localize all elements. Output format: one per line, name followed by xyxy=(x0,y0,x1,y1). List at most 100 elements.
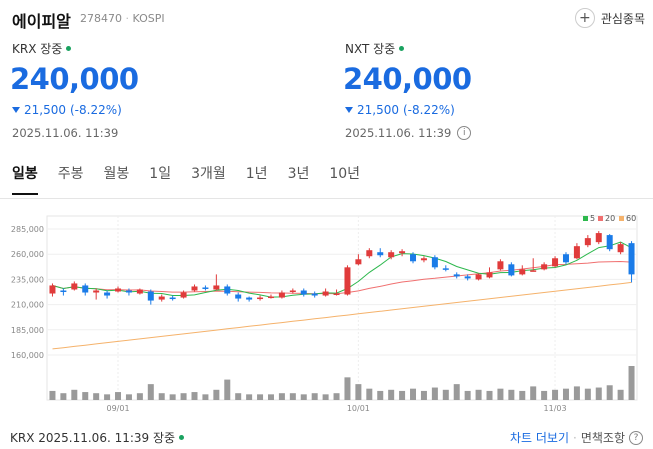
tab-1day[interactable]: 1일 xyxy=(149,166,172,182)
candle-body xyxy=(584,238,591,246)
nxt-timestamp: 2025.11.06. 11:39 i xyxy=(345,126,472,140)
volume-bar xyxy=(289,393,296,400)
candle-body xyxy=(49,285,56,294)
candle-body xyxy=(125,290,132,293)
tab-3years[interactable]: 3년 xyxy=(287,166,310,182)
candle-body xyxy=(530,270,537,272)
candle-body xyxy=(541,264,548,270)
candle-body xyxy=(213,285,220,290)
y-tick-label: 210,000 xyxy=(11,301,44,310)
period-tabs: 일봉 주봉 월봉 1일 3개월 1년 3년 10년 xyxy=(12,163,380,195)
footer-links: 차트 더보기 · 면책조항 ? xyxy=(510,429,643,446)
tab-1year[interactable]: 1년 xyxy=(245,166,268,182)
candle-body xyxy=(475,274,482,280)
volume-bar xyxy=(573,386,580,400)
volume-bar xyxy=(552,389,559,400)
y-tick-label: 185,000 xyxy=(11,326,44,335)
question-icon: ? xyxy=(629,430,643,445)
volume-bar xyxy=(497,388,504,400)
tab-daily[interactable]: 일봉 xyxy=(12,163,38,195)
volume-bar xyxy=(595,387,602,400)
candle-body xyxy=(366,250,373,257)
chart-frame xyxy=(46,215,638,401)
candle-body xyxy=(453,274,460,277)
volume-bar xyxy=(366,388,373,400)
footer-separator: · xyxy=(573,430,577,445)
krx-timestamp: 2025.11.06. 11:39 xyxy=(12,126,119,140)
candle-body xyxy=(158,296,165,300)
volume-bar xyxy=(584,388,591,400)
legend-swatch xyxy=(583,216,588,221)
candle-body xyxy=(431,257,438,268)
candle-body xyxy=(104,292,111,296)
candle-body xyxy=(410,254,417,262)
krx-change-percent: (-8.22%) xyxy=(70,103,122,117)
nxt-change-percent: (-8.22%) xyxy=(403,103,455,117)
candle-body xyxy=(562,254,569,263)
info-icon[interactable]: i xyxy=(457,126,472,140)
candle-body xyxy=(497,261,504,270)
disclaimer-link[interactable]: 면책조항 ? xyxy=(581,429,643,446)
candle-body xyxy=(344,267,351,295)
add-favorite-button[interactable]: + 관심종목 xyxy=(574,8,645,28)
nxt-market-status: NXT 장중 xyxy=(345,40,405,57)
volume-bar xyxy=(300,394,307,400)
volume-bar xyxy=(125,394,132,400)
legend-label: 5 xyxy=(590,214,595,223)
volume-bar xyxy=(377,390,384,400)
candle-body xyxy=(573,246,580,259)
x-tick-label: 10/01 xyxy=(347,404,370,413)
volume-bar xyxy=(104,394,111,400)
candle-body xyxy=(289,290,296,292)
legend-label: 60 xyxy=(626,214,636,223)
volume-bar xyxy=(169,394,176,400)
volume-bar xyxy=(464,390,471,400)
candle-body xyxy=(300,290,307,295)
volume-bar xyxy=(420,390,427,400)
down-triangle-icon xyxy=(345,107,353,113)
volume-bar xyxy=(180,393,187,400)
candle-body xyxy=(93,290,100,293)
candle-body xyxy=(267,296,274,299)
volume-bar xyxy=(519,390,526,400)
volume-bar xyxy=(530,386,537,400)
tab-monthly[interactable]: 월봉 xyxy=(103,166,130,182)
candle-body xyxy=(388,252,395,258)
candle-body xyxy=(377,252,384,256)
candle-body xyxy=(333,293,340,296)
volume-bar xyxy=(453,384,460,400)
tab-weekly[interactable]: 주봉 xyxy=(57,166,84,182)
candle-body xyxy=(606,235,613,250)
volume-bar xyxy=(562,388,569,400)
candle-body xyxy=(464,276,471,279)
y-tick-label: 235,000 xyxy=(11,275,44,284)
volume-bar xyxy=(355,384,362,400)
footer-status: KRX 2025.11.06. 11:39 장중 xyxy=(10,429,185,446)
tab-3months[interactable]: 3개월 xyxy=(191,166,226,182)
volume-bar xyxy=(147,384,154,400)
candle-body xyxy=(60,290,67,292)
krx-status-label: KRX 장중 xyxy=(12,42,63,56)
live-status-dot xyxy=(179,435,185,440)
volume-bar xyxy=(322,394,329,400)
candle-body xyxy=(519,269,526,275)
disclaimer-label: 면책조항 xyxy=(580,431,625,445)
more-chart-link[interactable]: 차트 더보기 xyxy=(509,431,569,445)
volume-bar xyxy=(49,390,56,400)
volume-bar xyxy=(202,394,209,400)
volume-bar xyxy=(333,393,340,400)
tab-10years[interactable]: 10년 xyxy=(329,166,361,182)
nxt-price: 240,000 xyxy=(343,62,472,96)
volume-bar xyxy=(628,366,635,400)
volume-bar xyxy=(191,392,198,400)
volume-bar xyxy=(399,390,406,400)
price-chart[interactable]: 285,000 260,000 235,000 210,000 185,000 160,0… xyxy=(0,210,653,420)
live-status-dot xyxy=(399,46,405,51)
nxt-status-label: NXT 장중 xyxy=(345,42,396,56)
legend-swatch xyxy=(598,216,603,221)
candle-body xyxy=(235,294,242,299)
krx-change: 21,500 (-8.22%) xyxy=(12,103,122,117)
favorite-label: 관심종목 xyxy=(600,11,645,26)
candle-body xyxy=(486,272,493,278)
stock-name: 에이피알 xyxy=(12,12,71,31)
